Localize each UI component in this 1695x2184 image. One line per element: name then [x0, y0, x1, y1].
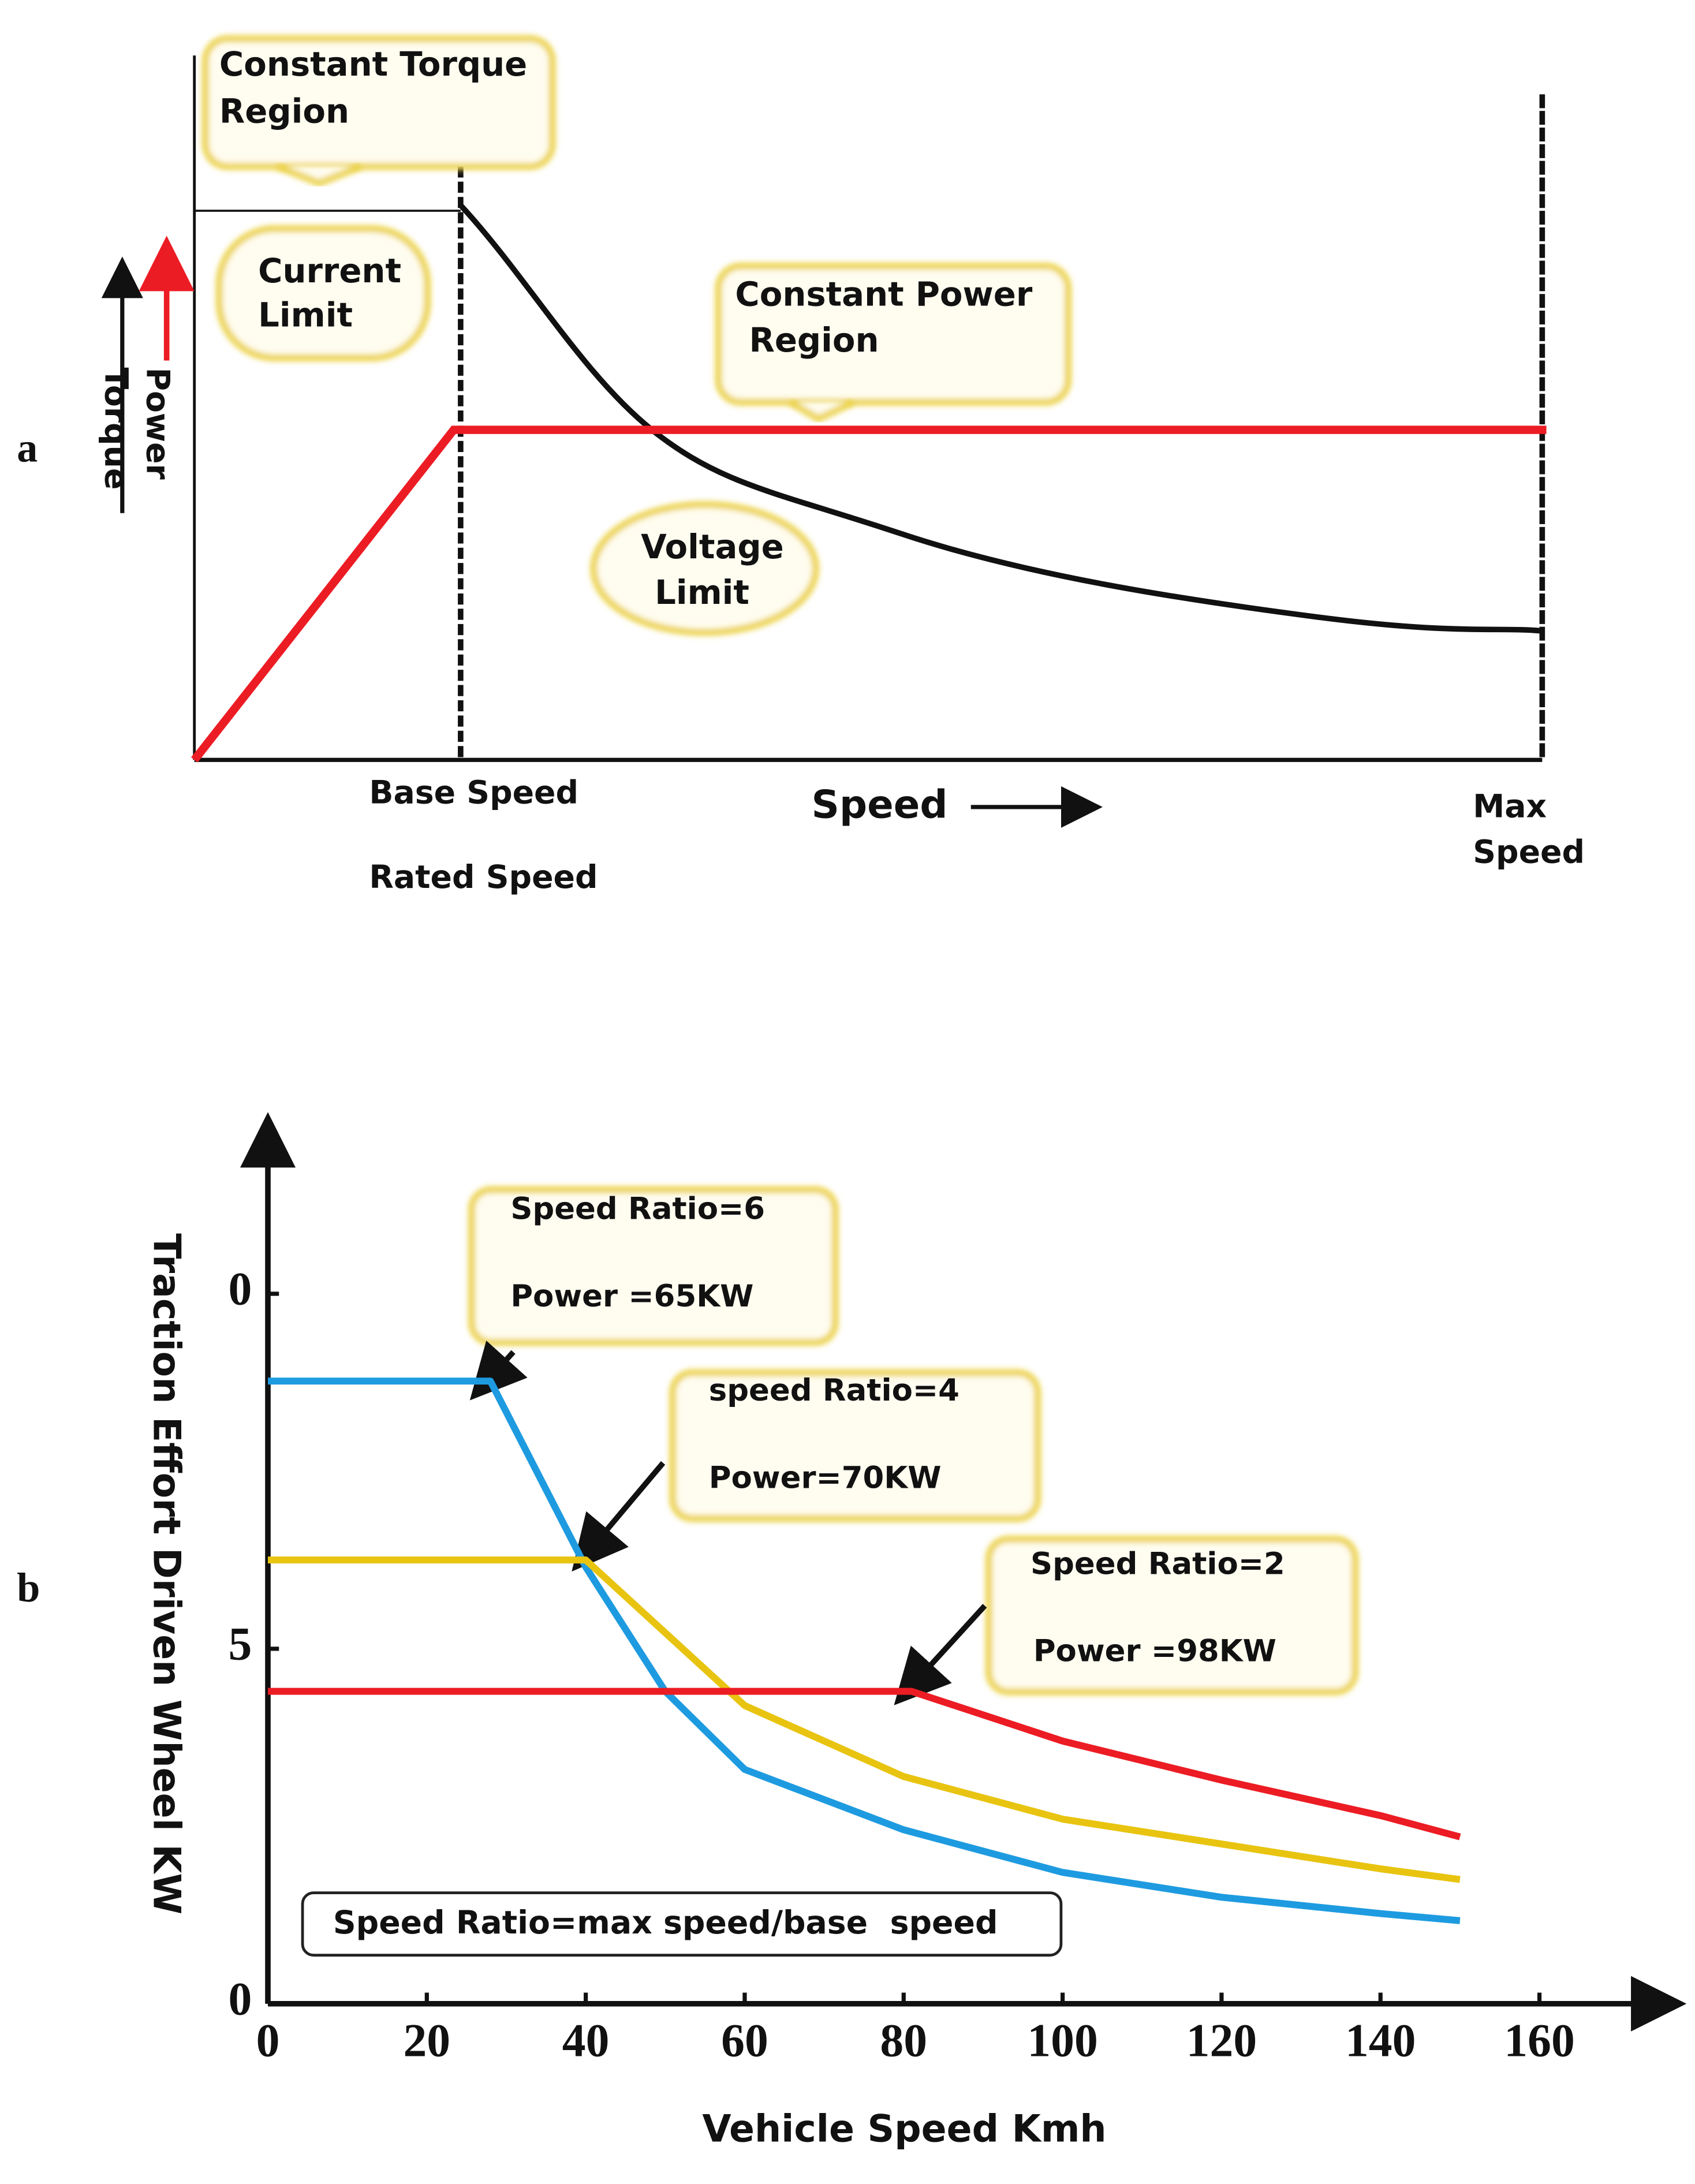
x-tick-label: 60	[721, 2014, 768, 2067]
x-tick-label: 100	[1027, 2014, 1097, 2067]
y-tick-label: 0	[229, 1263, 252, 1315]
x-annotation: Speed	[1473, 834, 1585, 871]
x-tick-label: 0	[256, 2014, 280, 2067]
series-line	[268, 1556, 1461, 1883]
x-tick-label: 20	[403, 2014, 450, 2067]
annotation: Power =65KW	[510, 1279, 753, 1314]
annotation: Constant Torque	[219, 44, 527, 84]
annotation: Power =98KW	[1033, 1634, 1276, 1669]
x-annotation: Base Speed	[369, 774, 578, 811]
y-tick-label: 5	[229, 1618, 252, 1670]
annotation: Voltage	[641, 527, 784, 566]
x-annotation: Rated Speed	[369, 859, 598, 896]
y-axis-label: Power	[139, 368, 176, 480]
annotation: Speed Ratio=6	[510, 1192, 765, 1227]
x-tick-label: 40	[562, 2014, 610, 2067]
series-line	[268, 1688, 1461, 1840]
x-tick-label: 80	[880, 2014, 927, 2067]
annotation: Power=70KW	[709, 1460, 942, 1495]
x-tick-label: 160	[1504, 2014, 1574, 2067]
annotation: Current	[258, 251, 401, 290]
panel-b-axes	[240, 1112, 1687, 2032]
panel-label: b	[17, 1565, 40, 1611]
callouts-a	[201, 35, 1071, 636]
y-tick-label: 0	[229, 1972, 252, 2025]
annotation: speed Ratio=4	[709, 1373, 959, 1408]
annotation: Region	[219, 92, 349, 131]
annotation: Speed Ratio=2	[1031, 1546, 1285, 1581]
torque-curve	[458, 203, 1543, 634]
y-axis-label: Torque	[97, 368, 134, 490]
annotation: Region	[749, 320, 879, 360]
y-axis-label: Traction Effort Driven Wheel KW	[144, 1233, 188, 1914]
note: Speed Ratio=max speed/base speed	[333, 1905, 998, 1942]
annotation: Limit	[258, 296, 353, 335]
x-annotation: Max	[1473, 788, 1547, 825]
x-tick-label: 140	[1345, 2014, 1416, 2067]
annotation: Limit	[655, 573, 749, 612]
annotation: Constant Power	[735, 275, 1032, 314]
callouts-b	[301, 1186, 1359, 1957]
series-line	[268, 1377, 1461, 1924]
x-tick-label: 120	[1186, 2014, 1257, 2067]
x-axis-label: Vehicle Speed Kmh	[702, 2107, 1106, 2151]
x-axis-label: Speed	[812, 782, 948, 827]
power-curve	[191, 425, 1547, 763]
note-box	[301, 1891, 1063, 1957]
panel-label: a	[17, 425, 38, 471]
